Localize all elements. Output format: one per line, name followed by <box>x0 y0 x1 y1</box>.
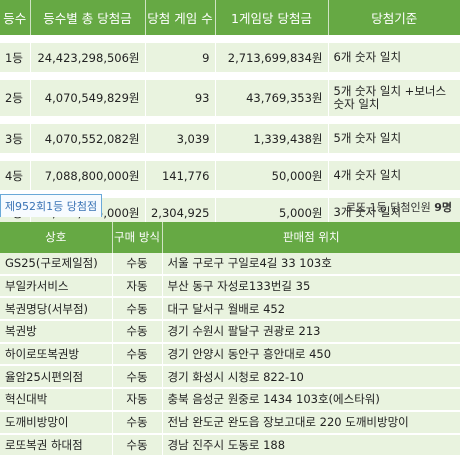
table-row: 1등 24,423,298,506원 9 2,713,699,834원 6개 숫… <box>0 43 460 72</box>
rank-cell: 4등 <box>0 161 31 190</box>
store-name: 율암25시편의점 <box>0 365 113 390</box>
prize-per-game-cell: 1,339,438원 <box>215 124 329 153</box>
header-store-name: 상호 <box>0 222 113 253</box>
store-address: 대구 달서구 월배로 452 <box>162 297 460 322</box>
store-address: 부산 동구 자성로133번길 35 <box>162 274 460 299</box>
store-row[interactable]: 하이로또복권방 수동 경기 안양시 동안구 흥안대로 450 <box>0 342 460 367</box>
store-name: GS25(구로제일점) <box>0 253 113 276</box>
header-game-count: 당첨 게임 수 <box>145 0 216 35</box>
criteria-cell: 5개 숫자 일치 <box>328 124 460 153</box>
header-store-address: 판매점 위치 <box>162 222 460 253</box>
purchase-method: 수동 <box>112 365 163 390</box>
store-row[interactable]: GS25(구로제일점) 수동 서울 구로구 구일로4길 33 103호 <box>0 253 460 276</box>
total-prize-cell: 4,070,552,082원 <box>30 124 146 153</box>
purchase-method: 수동 <box>112 253 163 276</box>
first-prize-banner: 제952회1등 당첨점 로또 1등 당첨인원 9명 <box>0 192 460 220</box>
rank-cell: 2등 <box>0 80 31 116</box>
criteria-cell: 6개 숫자 일치 <box>328 43 460 72</box>
prize-table-header: 등수 등수별 총 당첨금 당첨 게임 수 1게임당 당첨금 당첨기준 <box>0 0 460 35</box>
store-address: 경기 화성시 시청로 822-10 <box>162 365 460 390</box>
store-row[interactable]: 도깨비방망이 수동 전남 완도군 완도읍 장보고대로 220 도깨비방망이 <box>0 410 460 435</box>
purchase-method: 수동 <box>112 433 163 457</box>
criteria-cell: 4개 숫자 일치 <box>328 161 460 190</box>
store-row[interactable]: 혁신대박 자동 충북 음성군 원중로 1434 103호(에스타워) <box>0 388 460 412</box>
store-address: 경기 수원시 팔달구 권광로 213 <box>162 320 460 344</box>
header-prize-per-game: 1게임당 당첨금 <box>215 0 329 35</box>
game-count-cell: 141,776 <box>145 161 216 190</box>
total-prize-cell: 4,070,549,829원 <box>30 80 146 116</box>
store-address: 충북 음성군 원중로 1434 103호(에스타워) <box>162 388 460 412</box>
game-count-cell: 9 <box>145 43 216 72</box>
stores-table: 상호 구매 방식 판매점 위치 GS25(구로제일점) 수동 서울 구로구 구일… <box>0 222 460 457</box>
game-count-cell: 93 <box>145 80 216 116</box>
stores-table-header: 상호 구매 방식 판매점 위치 <box>0 222 460 253</box>
winner-count-value: 9명 <box>434 201 452 214</box>
store-address: 전남 완도군 완도읍 장보고대로 220 도깨비방망이 <box>162 410 460 435</box>
total-prize-cell: 7,088,800,000원 <box>30 161 146 190</box>
store-address: 서울 구로구 구일로4길 33 103호 <box>162 253 460 276</box>
winner-count-label: 로또 1등 당첨인원 <box>345 201 431 214</box>
first-prize-winner-count: 로또 1등 당첨인원 9명 <box>346 199 452 215</box>
store-name: 도깨비방망이 <box>0 410 113 435</box>
store-row[interactable]: 복권명당(서부점) 수동 대구 달서구 월배로 452 <box>0 297 460 322</box>
header-rank: 등수 <box>0 0 31 35</box>
store-name: 로또복권 하대점 <box>0 433 113 457</box>
store-row[interactable]: 복권방 수동 경기 수원시 팔달구 권광로 213 <box>0 320 460 344</box>
header-criteria: 당첨기준 <box>328 0 460 35</box>
store-name: 하이로또복권방 <box>0 342 113 367</box>
rank-cell: 1등 <box>0 43 31 72</box>
header-purchase-method: 구매 방식 <box>112 222 163 253</box>
prize-per-game-cell: 2,713,699,834원 <box>215 43 329 72</box>
store-row[interactable]: 부일카서비스 자동 부산 동구 자성로133번길 35 <box>0 274 460 299</box>
store-name: 혁신대박 <box>0 388 113 412</box>
store-name: 복권명당(서부점) <box>0 297 113 322</box>
criteria-cell: 5개 숫자 일치 +보너스 숫자 일치 <box>328 80 460 116</box>
prize-per-game-cell: 50,000원 <box>215 161 329 190</box>
purchase-method: 자동 <box>112 274 163 299</box>
store-row[interactable]: 로또복권 하대점 수동 경남 진주시 도동로 188 <box>0 433 460 457</box>
table-row: 3등 4,070,552,082원 3,039 1,339,438원 5개 숫자… <box>0 124 460 153</box>
first-prize-stores-tab[interactable]: 제952회1등 당첨점 <box>0 194 102 217</box>
table-row: 4등 7,088,800,000원 141,776 50,000원 4개 숫자 … <box>0 161 460 190</box>
rank-cell: 3등 <box>0 124 31 153</box>
purchase-method: 수동 <box>112 320 163 344</box>
store-address: 경기 안양시 동안구 흥안대로 450 <box>162 342 460 367</box>
store-row[interactable]: 율암25시편의점 수동 경기 화성시 시청로 822-10 <box>0 365 460 390</box>
purchase-method: 자동 <box>112 388 163 412</box>
game-count-cell: 3,039 <box>145 124 216 153</box>
prize-per-game-cell: 43,769,353원 <box>215 80 329 116</box>
store-name: 부일카서비스 <box>0 274 113 299</box>
purchase-method: 수동 <box>112 342 163 367</box>
table-row: 2등 4,070,549,829원 93 43,769,353원 5개 숫자 일… <box>0 80 460 116</box>
purchase-method: 수동 <box>112 410 163 435</box>
store-name: 복권방 <box>0 320 113 344</box>
header-total-prize: 등수별 총 당첨금 <box>30 0 146 35</box>
purchase-method: 수동 <box>112 297 163 322</box>
total-prize-cell: 24,423,298,506원 <box>30 43 146 72</box>
